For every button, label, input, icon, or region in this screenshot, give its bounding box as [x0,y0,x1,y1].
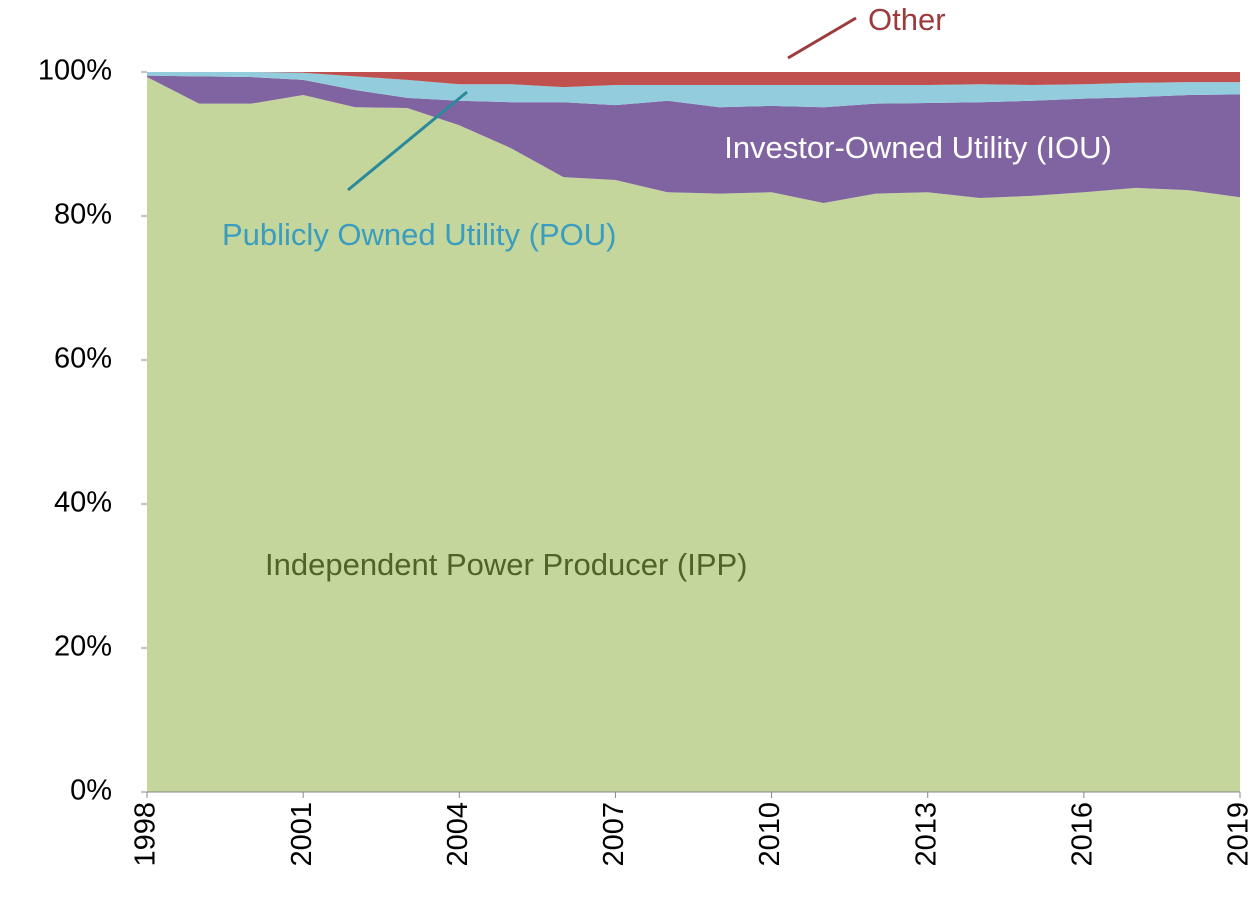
series-label: Investor-Owned Utility (IOU) [724,130,1112,165]
y-tick-label: 80% [54,199,112,231]
area [147,75,1240,204]
x-tick-label: 2019 [1223,802,1255,867]
y-tick-label: 40% [54,487,112,519]
plot-area [147,72,1240,793]
series-label: Publicly Owned Utility (POU) [222,217,616,252]
y-tick-label: 60% [54,343,112,375]
series-label: Other [868,2,946,37]
x-tick-label: 2013 [910,802,942,867]
x-tick-label: 2016 [1067,802,1099,867]
y-tick-label: 100% [38,55,112,87]
area [147,77,1240,793]
y-tick-label: 20% [54,631,112,663]
x-tick-label: 2007 [598,802,630,867]
series-label: Independent Power Producer (IPP) [265,547,748,582]
x-tick-label: 2010 [754,802,786,867]
leader-line [787,16,857,60]
x-tick-label: 2001 [286,802,318,867]
x-tick-label: 1998 [130,802,162,867]
y-tick-label: 0% [70,775,112,807]
area [147,72,1240,88]
area [147,72,1240,108]
leader-line [347,90,468,192]
x-tick-label: 2004 [442,802,474,867]
